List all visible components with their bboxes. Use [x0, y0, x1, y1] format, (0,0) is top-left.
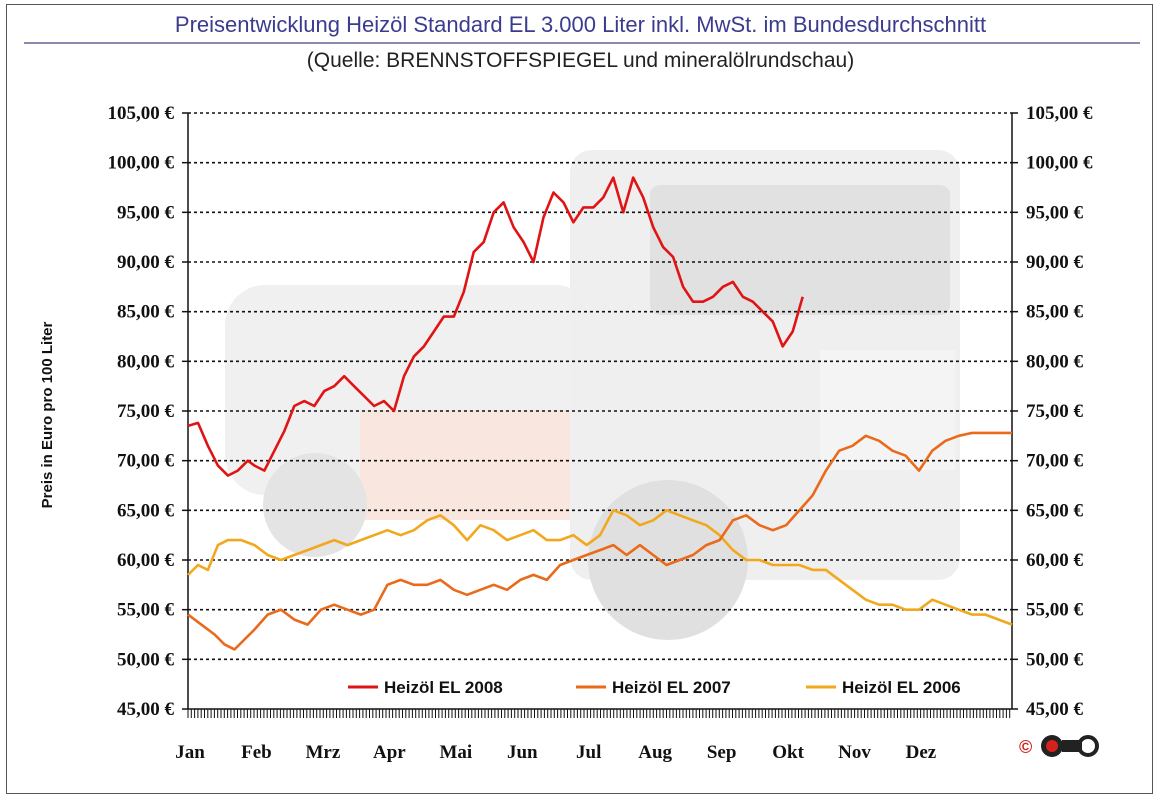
- y-tick-label-left: 80,00 €: [117, 351, 175, 372]
- y-tick-label-right: 65,00 €: [1026, 500, 1084, 521]
- y-tick-label-right: 55,00 €: [1026, 600, 1084, 621]
- x-tick-label: Aug: [638, 742, 672, 763]
- tick-labels-group: 105,00 € 105,00 € 100,00 € 100,00 € 95,00 € 9…: [108, 103, 1094, 763]
- y-tick-label-right: 100,00 €: [1026, 153, 1093, 174]
- legend-label-0: Heizöl EL 2008: [384, 678, 503, 697]
- chart-title: Preisentwicklung Heizöl Standard EL 3.00…: [174, 12, 987, 37]
- truck-windshield-shape: [650, 185, 950, 315]
- x-tick-label: Mai: [439, 742, 472, 763]
- x-tick-label: Dez: [906, 742, 937, 763]
- y-tick-label-left: 100,00 €: [108, 153, 175, 174]
- y-tick-label-left: 105,00 €: [108, 103, 175, 124]
- y-tick-label-left: 70,00 €: [117, 451, 175, 472]
- x-tick-label: Nov: [838, 742, 871, 763]
- y-tick-label-right: 80,00 €: [1026, 351, 1084, 372]
- series-line-0: [187, 176, 804, 477]
- y-tick-label-right: 70,00 €: [1026, 451, 1084, 472]
- y-tick-label-left: 85,00 €: [117, 302, 175, 323]
- y-tick-label-right: 90,00 €: [1026, 252, 1084, 273]
- legend-group: Heizöl EL 2008 Heizöl EL 2007 Heizöl EL 20…: [348, 678, 961, 697]
- x-tick-label: Apr: [373, 742, 406, 763]
- y-tick-label-right: 45,00 €: [1026, 699, 1084, 720]
- x-tick-label: Jul: [576, 742, 601, 763]
- y-tick-label-left: 50,00 €: [117, 649, 175, 670]
- y-tick-label-right: 105,00 €: [1026, 103, 1093, 124]
- y-tick-label-right: 85,00 €: [1026, 302, 1084, 323]
- chart-subtitle: (Quelle: BRENNSTOFFSPIEGEL und mineralöl…: [306, 49, 855, 72]
- series-line-2: [187, 508, 1013, 626]
- logo-core: [1046, 740, 1058, 752]
- series-line-1: [187, 431, 1012, 651]
- y-tick-label-right: 75,00 €: [1026, 401, 1084, 422]
- ceto-logo-icon: [1041, 735, 1099, 757]
- y-tick-label-left: 55,00 €: [117, 600, 175, 621]
- y-tick-label-left: 90,00 €: [117, 252, 175, 273]
- y-tick-label-right: 95,00 €: [1026, 202, 1084, 223]
- x-tick-label: Mrz: [305, 742, 340, 763]
- truck-wheel-rear: [263, 453, 367, 557]
- y-tick-label-left: 45,00 €: [117, 699, 175, 720]
- x-tick-label: Okt: [772, 742, 804, 763]
- x-tick-label: Sep: [707, 742, 737, 763]
- y-tick-label-right: 60,00 €: [1026, 550, 1084, 571]
- y-tick-label-right: 50,00 €: [1026, 649, 1084, 670]
- grid-lines-group: [188, 112, 1012, 661]
- y-tick-label-left: 60,00 €: [117, 550, 175, 571]
- title-underline: [24, 42, 1140, 44]
- x-tick-label: Jan: [175, 742, 205, 763]
- x-tick-label: Jun: [507, 742, 538, 763]
- axes-group: [182, 112, 1018, 718]
- legend-label-2: Heizöl EL 2006: [842, 678, 961, 697]
- y-tick-label-left: 75,00 €: [117, 401, 175, 422]
- x-minor-ticks: [187, 709, 1011, 718]
- copyright-logo: ©: [1019, 735, 1099, 757]
- y-axis-label: Preis in Euro pro 100 Liter: [39, 321, 56, 508]
- series-group: [187, 176, 1013, 651]
- y-tick-label-left: 95,00 €: [117, 202, 175, 223]
- copyright-symbol: ©: [1019, 737, 1032, 757]
- y-tick-label-left: 65,00 €: [117, 500, 175, 521]
- x-tick-label: Feb: [241, 742, 272, 763]
- legend-label-1: Heizöl EL 2007: [612, 678, 731, 697]
- logo-bar: [1062, 740, 1082, 752]
- logo-o: [1077, 735, 1099, 757]
- truck-stripe-shape: [360, 410, 590, 520]
